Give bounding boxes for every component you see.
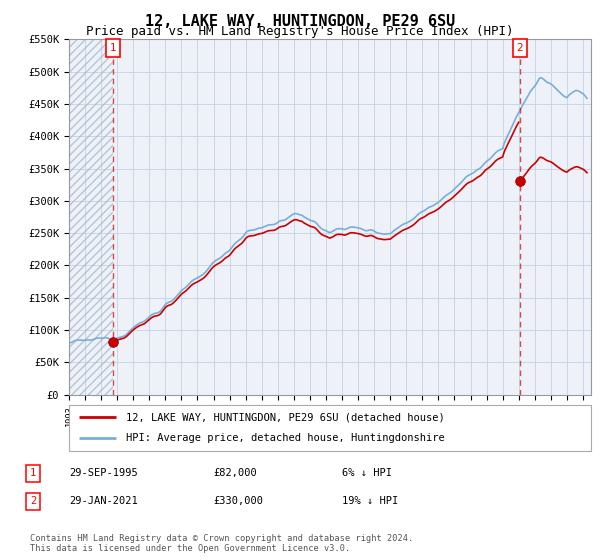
Text: 1: 1: [110, 43, 116, 53]
Text: £82,000: £82,000: [213, 468, 257, 478]
Text: 2: 2: [517, 43, 523, 53]
Text: 29-SEP-1995: 29-SEP-1995: [69, 468, 138, 478]
Text: Price paid vs. HM Land Registry's House Price Index (HPI): Price paid vs. HM Land Registry's House …: [86, 25, 514, 38]
Text: £330,000: £330,000: [213, 496, 263, 506]
Text: 1: 1: [30, 468, 36, 478]
Text: HPI: Average price, detached house, Huntingdonshire: HPI: Average price, detached house, Hunt…: [127, 433, 445, 444]
Text: 12, LAKE WAY, HUNTINGDON, PE29 6SU (detached house): 12, LAKE WAY, HUNTINGDON, PE29 6SU (deta…: [127, 412, 445, 422]
FancyBboxPatch shape: [69, 405, 591, 451]
Text: 6% ↓ HPI: 6% ↓ HPI: [342, 468, 392, 478]
Text: 2: 2: [30, 496, 36, 506]
Text: 12, LAKE WAY, HUNTINGDON, PE29 6SU: 12, LAKE WAY, HUNTINGDON, PE29 6SU: [145, 14, 455, 29]
Text: 29-JAN-2021: 29-JAN-2021: [69, 496, 138, 506]
Text: Contains HM Land Registry data © Crown copyright and database right 2024.
This d: Contains HM Land Registry data © Crown c…: [30, 534, 413, 553]
Text: 19% ↓ HPI: 19% ↓ HPI: [342, 496, 398, 506]
